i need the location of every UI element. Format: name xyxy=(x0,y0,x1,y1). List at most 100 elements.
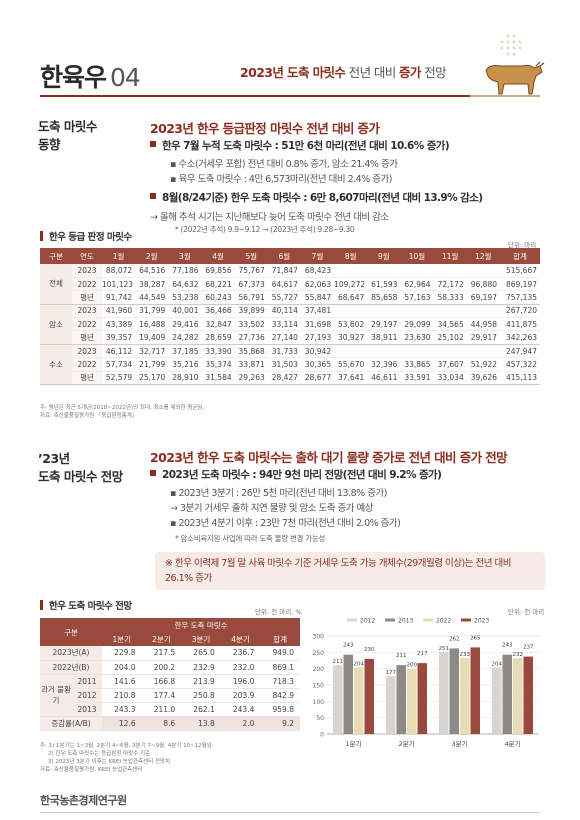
t1-header: 4월 xyxy=(201,248,235,264)
value-cell: 71,847 xyxy=(267,264,301,278)
value-cell xyxy=(367,344,401,359)
value-cell: 33,034 xyxy=(433,371,467,386)
group-label: 암소 xyxy=(40,304,72,345)
chart-unit: 단위: 천 마리 xyxy=(508,608,545,616)
table-note: 주: 평년은 최근 5개년(2018~2022년)의 최대, 최소를 제외한 평… xyxy=(40,405,205,411)
value-cell xyxy=(466,344,500,359)
value-cell: 31,503 xyxy=(267,357,301,372)
value-cell xyxy=(433,344,467,359)
value-cell: 411,875 xyxy=(500,317,540,332)
value-cell: 33,390 xyxy=(201,344,235,359)
value-cell: 56,791 xyxy=(234,290,268,305)
table-row: 2022 101,123 38,287 64,632 68,221 67,373 64,61… xyxy=(40,277,540,292)
section-heading-outlook: ’23년 도축 마릿수 전망 xyxy=(38,451,123,484)
bullet-sub-yuku: ▪ 육우 도축 마릿수 : 4만 6,573마리(전년 대비 2.4% 증가) xyxy=(170,174,392,185)
bullet-august: 8월(8/24기준) 한우 도축 마릿수 : 6만 8,607마리(전년 대비 … xyxy=(150,190,483,205)
t1-header: 12월 xyxy=(466,248,500,264)
chapter-title: 한육우 04 xyxy=(40,63,141,92)
t2-row-2011: 과거 불황기 2011 141.6 166.8 213.9 196.0 718.… xyxy=(40,674,300,717)
value-cell: 27,140 xyxy=(267,330,301,345)
value-cell: 68,221 xyxy=(201,277,235,292)
bar xyxy=(492,667,502,734)
bar xyxy=(333,665,343,734)
x-tick-label: 2분기 xyxy=(398,739,414,748)
table-caption-grading: 한우 등급 판정 마릿수 xyxy=(40,229,132,243)
value-cell: 68,423 xyxy=(300,264,335,278)
y-tick-label: 300 xyxy=(313,634,325,641)
value-cell: 869,197 xyxy=(500,277,540,292)
value-cell: 37,607 xyxy=(433,357,467,372)
value-cell: 77,186 xyxy=(168,264,202,278)
value-cell: 60,243 xyxy=(201,290,235,305)
value-cell: 415,113 xyxy=(500,371,540,386)
value-cell: 109,272 xyxy=(334,277,368,292)
data-label: 243 xyxy=(502,643,513,649)
t1-header: 합계 xyxy=(500,248,540,264)
section-heading-trend: 도축 마릿수 동향 xyxy=(38,119,97,152)
outlook-note-3: 3) 2023년 3분기 이후는 KREI 농업관측센터 전망치 xyxy=(48,759,171,765)
value-cell: 515,667 xyxy=(500,264,540,278)
bullet-q4: ▪ 2023년 4분기 이후 : 23만 7천 마리(전년 대비 2.0% 증가… xyxy=(170,518,401,529)
t1-header: 6월 xyxy=(267,248,301,264)
bar xyxy=(343,654,353,734)
t1-header: 연도 xyxy=(72,248,102,264)
cow-illustration-icon xyxy=(485,34,545,95)
value-cell: 30,365 xyxy=(300,357,335,372)
value-cell: 29,197 xyxy=(367,317,401,332)
table-row: 평년 52,579 25,170 28,910 31,584 29,263 28,427 28… xyxy=(40,371,540,386)
value-cell: 267,720 xyxy=(500,304,540,319)
value-cell: 44,958 xyxy=(466,317,500,332)
t1-header: 8월 xyxy=(334,248,368,264)
bullet-sub-gender: ▪ 수소(거세우 포함) 전년 대비 0.8% 증가, 암소 21.4% 증가 xyxy=(170,159,398,170)
value-cell xyxy=(367,304,401,319)
x-tick-label: 4분기 xyxy=(504,739,520,748)
value-cell: 39,899 xyxy=(234,304,268,319)
value-cell: 88,072 xyxy=(102,264,136,278)
value-cell: 33,865 xyxy=(400,357,434,372)
value-cell: 96,880 xyxy=(466,277,500,292)
value-cell xyxy=(400,264,434,278)
value-cell: 69,856 xyxy=(201,264,235,278)
t1-header: 3월 xyxy=(168,248,202,264)
value-cell: 23,630 xyxy=(400,330,434,345)
value-cell xyxy=(367,264,401,278)
value-cell: 41,960 xyxy=(102,304,136,319)
value-cell xyxy=(433,304,467,319)
year-cell: 평년 xyxy=(72,330,102,345)
group-label: 수소 xyxy=(40,344,72,386)
outlook-bar-chart: 0 50 100 150 200 250 300 2012 2013 2022 2023 211 243… xyxy=(313,618,539,748)
value-cell: 19,409 xyxy=(135,330,169,345)
year-cell: 2022 xyxy=(72,317,102,332)
bar xyxy=(513,658,523,734)
value-cell: 33,871 xyxy=(234,357,268,372)
value-cell: 247,947 xyxy=(500,344,540,359)
x-tick-label: 3분기 xyxy=(451,739,467,748)
t2-header: 4분기 xyxy=(220,632,261,646)
value-cell: 57,734 xyxy=(102,357,136,372)
value-cell: 43,389 xyxy=(102,317,136,332)
value-cell xyxy=(466,304,500,319)
value-cell: 55,847 xyxy=(300,290,335,305)
data-label: 251 xyxy=(439,646,450,652)
value-cell: 40,114 xyxy=(267,304,301,319)
year-cell: 2023 xyxy=(72,264,102,278)
value-cell: 29,917 xyxy=(466,330,500,345)
value-cell: 31,698 xyxy=(300,317,335,332)
bullet-q3-reason: → 3분기 거세우 출하 지연 물량 및 암소 도축 증가 예상 xyxy=(170,503,374,514)
t2-row-rate: 증감률(A/B) 12.6 8.6 13.8 2.0 9.2 xyxy=(40,716,300,731)
value-cell: 53,602 xyxy=(334,317,368,332)
t1-header: 1월 xyxy=(102,248,136,264)
value-cell: 61,593 xyxy=(367,277,401,292)
value-cell: 25,170 xyxy=(135,371,169,386)
data-label: 265 xyxy=(470,635,481,641)
bullet-annual-outlook: 2023년 도축 마릿수 : 94만 9천 마리 전망(전년 대비 9.2% 증… xyxy=(150,467,442,482)
data-label: 211 xyxy=(396,653,407,659)
data-label: 230 xyxy=(364,647,375,653)
footer-org: 한국농촌경제연구원 xyxy=(40,794,127,807)
t2-row-2023: 2023년(A) 229.8 217.5 265.0 236.7 949.0 xyxy=(40,646,300,661)
bar xyxy=(449,648,459,734)
value-cell: 35,374 xyxy=(201,357,235,372)
value-cell: 35,868 xyxy=(234,344,268,359)
value-cell: 30,942 xyxy=(300,344,335,359)
t2-row-2012: 2012 210.8 177.4 250.8 203.9 842.9 xyxy=(40,688,300,703)
